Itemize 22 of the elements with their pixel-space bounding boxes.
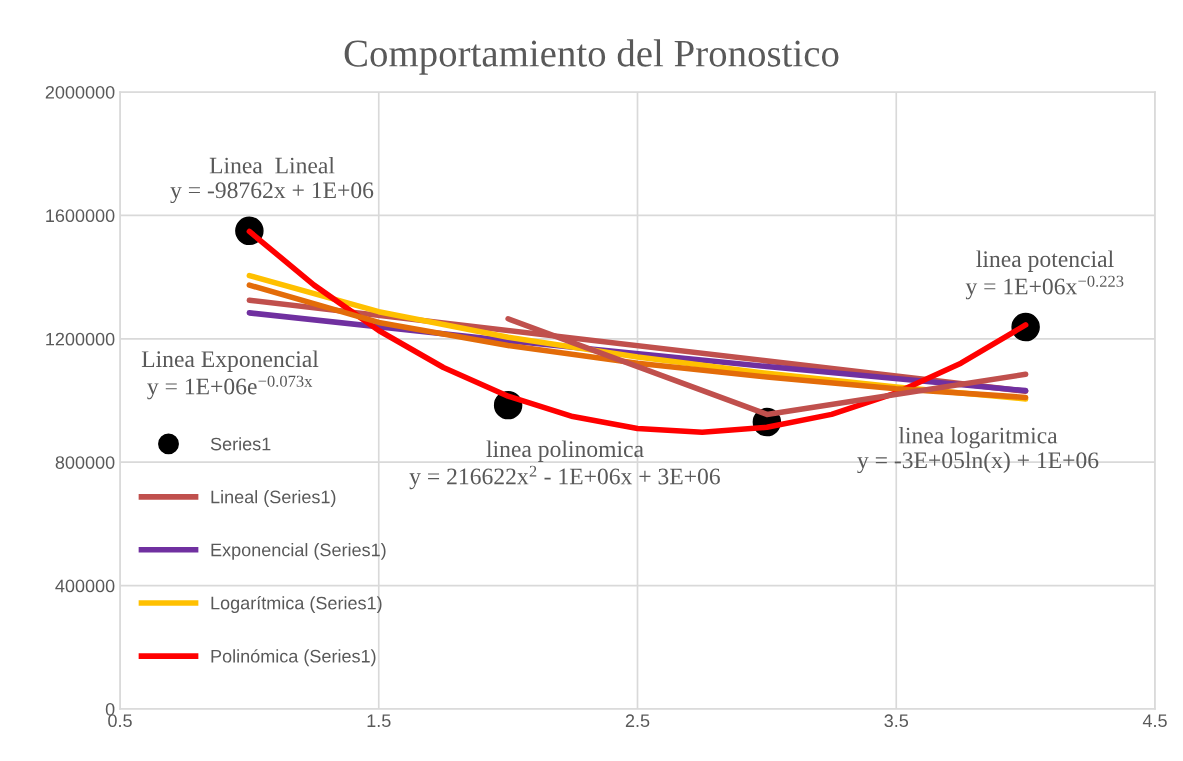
- legend-label: Exponencial (Series1): [211, 543, 386, 560]
- annotation: Linea Lineal y = -98762x + 1E+06: [170, 156, 374, 204]
- x-tick-label: 4.5: [1142, 714, 1167, 728]
- y-tick-label: 2000000: [45, 85, 115, 99]
- legend-label: Lineal (Series1): [211, 490, 336, 507]
- y-tick-label: 800000: [55, 456, 115, 469]
- legend-label: Logarítmica (Series1): [211, 595, 382, 614]
- x-tick-label: 0.5: [108, 714, 132, 728]
- y-tick-label: 0: [105, 702, 115, 716]
- annotation: Linea Exponencial y = 1E+06e$^{−0.073x}$: [141, 350, 319, 400]
- legend-label: Polinómica (Series1): [211, 649, 376, 667]
- legend-label: Series1: [210, 437, 271, 451]
- x-tick-label: 1.5: [367, 714, 391, 728]
- x-tick-label: 2.5: [625, 714, 650, 728]
- y-tick-label: 1200000: [46, 332, 115, 346]
- chart-title: Comportamiento del Pronostico: [344, 39, 839, 75]
- y-tick-label: 1600000: [46, 209, 115, 223]
- y-tick-label: 400000: [55, 579, 115, 593]
- annotation: linea logaritmica y = -3E+05ln(x) + 1E+06: [857, 426, 1099, 474]
- x-tick-label: 3.5: [884, 714, 909, 728]
- annotation: linea potencial y = 1E+06x$^{−0.223}$: [965, 250, 1124, 300]
- annotation: linea polinomica y = 216622x$^{2}$ - 1E+06x + 3E+06: [409, 440, 720, 490]
